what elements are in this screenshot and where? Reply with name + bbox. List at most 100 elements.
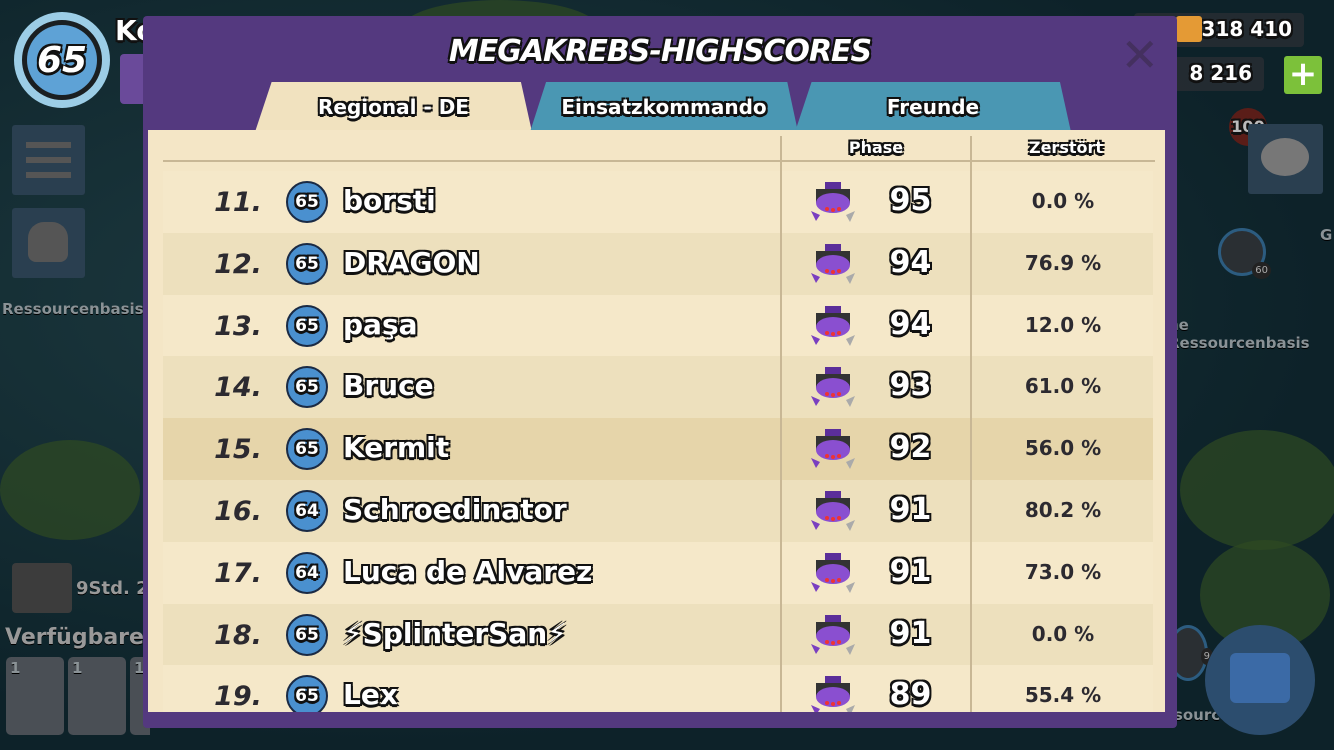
- table-row[interactable]: 17. 64 Luca de Alvarez 91 73.0 %: [163, 541, 1153, 604]
- close-button[interactable]: ✕: [1120, 28, 1159, 82]
- megacrab-icon: [811, 429, 855, 470]
- player-name: Schroedinator: [343, 493, 567, 526]
- table-row[interactable]: 14. 65 Bruce 93 61.0 %: [163, 356, 1153, 419]
- available-units-label: Verfügbare: [5, 625, 144, 650]
- tab-freunde[interactable]: Freunde: [795, 82, 1071, 132]
- level-badge: 65: [286, 428, 328, 471]
- close-icon: ✕: [1120, 28, 1159, 82]
- hamburger-icon: [26, 142, 71, 178]
- leaderboard: Phase Zerstört 11. 65 borsti 95 0.0 % 12.…: [148, 130, 1165, 712]
- highscores-modal: MEGAKREBS-HIGHSCORES ✕ Regional - DE Ein…: [143, 16, 1177, 728]
- player-level-badge[interactable]: 65: [14, 12, 110, 108]
- destroyed-value: 56.0 %: [1024, 436, 1102, 461]
- tab-regional[interactable]: Regional - DE: [255, 82, 532, 132]
- add-diamonds-button[interactable]: +: [1284, 56, 1322, 94]
- level-badge: 64: [286, 551, 328, 594]
- megacrab-icon: [811, 243, 855, 284]
- chat-icon: [1261, 138, 1309, 176]
- rank: 16.: [214, 496, 262, 527]
- rank: 13.: [214, 310, 262, 342]
- megacrab-icon: [811, 305, 855, 346]
- headquarters-button[interactable]: [1205, 625, 1315, 735]
- player-name: DRAGON: [343, 245, 480, 279]
- level-badge: 64: [286, 490, 328, 532]
- plus-icon: +: [1288, 54, 1318, 94]
- map-label: Ressourcenbasis: [2, 300, 144, 318]
- phase-value: 94: [889, 244, 932, 280]
- modal-title: MEGAKREBS-HIGHSCORES: [448, 34, 872, 69]
- player-name: borsti: [343, 184, 436, 217]
- unit-card[interactable]: 1: [68, 657, 126, 735]
- player-name: Lex: [343, 678, 398, 712]
- megacrab-icon: [811, 491, 855, 531]
- map-label: ne Ressourcenbasis: [1168, 316, 1310, 352]
- tab-einsatzkommando[interactable]: Einsatzkommando: [530, 82, 798, 132]
- destroyed-value: 55.4 %: [1024, 683, 1102, 708]
- column-header-destroyed: Zerstört: [1028, 138, 1104, 157]
- phase-value: 91: [889, 492, 932, 527]
- destroyed-value: 73.0 %: [1024, 559, 1102, 584]
- destroyed-value: 0.0 %: [1031, 189, 1095, 213]
- rank: 15.: [214, 434, 262, 466]
- destroyed-value: 0.0 %: [1031, 621, 1095, 646]
- player-name: Bruce: [343, 369, 434, 403]
- level-badge: 65: [286, 242, 328, 285]
- unit-count: 1: [134, 659, 145, 677]
- rank: 12.: [214, 248, 262, 280]
- column-divider: [970, 136, 972, 712]
- phase-value: 91: [889, 553, 932, 589]
- gold-icon: [1176, 16, 1202, 42]
- destroyed-value: 61.0 %: [1024, 374, 1102, 399]
- headquarters-icon: [1230, 653, 1290, 703]
- unit-count: 1: [10, 659, 21, 677]
- destroyed-value: 76.9 %: [1024, 250, 1102, 275]
- phase-value: 89: [889, 677, 932, 712]
- megacrab-icon: [811, 182, 855, 222]
- phase-value: 94: [889, 306, 932, 342]
- helmet-button[interactable]: [12, 208, 85, 278]
- rank: 14.: [214, 372, 262, 404]
- table-row[interactable]: 11. 65 borsti 95 0.0 %: [163, 171, 1153, 233]
- chest-icon[interactable]: [12, 563, 72, 613]
- table-row[interactable]: 15. 65 Kermit 92 56.0 %: [163, 418, 1153, 481]
- menu-button[interactable]: [12, 125, 85, 195]
- wood-resource-icon[interactable]: 60: [1218, 228, 1271, 279]
- phase-value: 93: [889, 368, 932, 404]
- column-header-phase: Phase: [848, 138, 904, 157]
- megacrab-icon: [811, 614, 855, 655]
- table-row[interactable]: 19. 65 Lex 89 55.4 %: [163, 665, 1153, 712]
- phase-value: 91: [889, 615, 932, 651]
- column-divider: [780, 136, 782, 712]
- table-row[interactable]: 12. 65 DRAGON 94 76.9 %: [163, 232, 1153, 295]
- map-badge: 60: [1252, 262, 1271, 279]
- phase-value: 95: [889, 183, 932, 218]
- player-name: ⚡SplinterSan⚡: [343, 616, 567, 650]
- rank: 19.: [214, 681, 262, 712]
- phase-value: 92: [889, 430, 932, 466]
- level-badge: 65: [286, 181, 328, 223]
- table-row[interactable]: 18. 65 ⚡SplinterSan⚡ 91 0.0 %: [163, 603, 1153, 666]
- rank: 11.: [214, 187, 262, 218]
- rank: 17.: [214, 557, 262, 589]
- level-badge: 65: [286, 675, 328, 712]
- unit-count: 1: [72, 659, 83, 677]
- player-name: Luca de Alvarez: [343, 554, 593, 588]
- megacrab-icon: [811, 676, 855, 712]
- level-badge: 65: [286, 304, 328, 347]
- table-row[interactable]: 13. 65 paşa 94 12.0 %: [163, 294, 1153, 357]
- table-row[interactable]: 16. 64 Schroedinator 91 80.2 %: [163, 480, 1153, 542]
- level-badge: 65: [286, 366, 328, 409]
- map-label: G: [1320, 226, 1333, 244]
- level-badge: 65: [286, 613, 328, 656]
- player-level: 65: [27, 25, 97, 95]
- megacrab-icon: [811, 552, 855, 593]
- player-name: paşa: [343, 307, 418, 341]
- player-name: Kermit: [343, 431, 450, 465]
- unit-card[interactable]: 1: [6, 657, 64, 735]
- megacrab-icon: [811, 367, 855, 408]
- chat-button[interactable]: [1248, 124, 1323, 194]
- helmet-icon: [28, 222, 68, 262]
- destroyed-value: 12.0 %: [1024, 312, 1102, 337]
- destroyed-value: 80.2 %: [1024, 498, 1102, 522]
- rank: 18.: [214, 619, 262, 651]
